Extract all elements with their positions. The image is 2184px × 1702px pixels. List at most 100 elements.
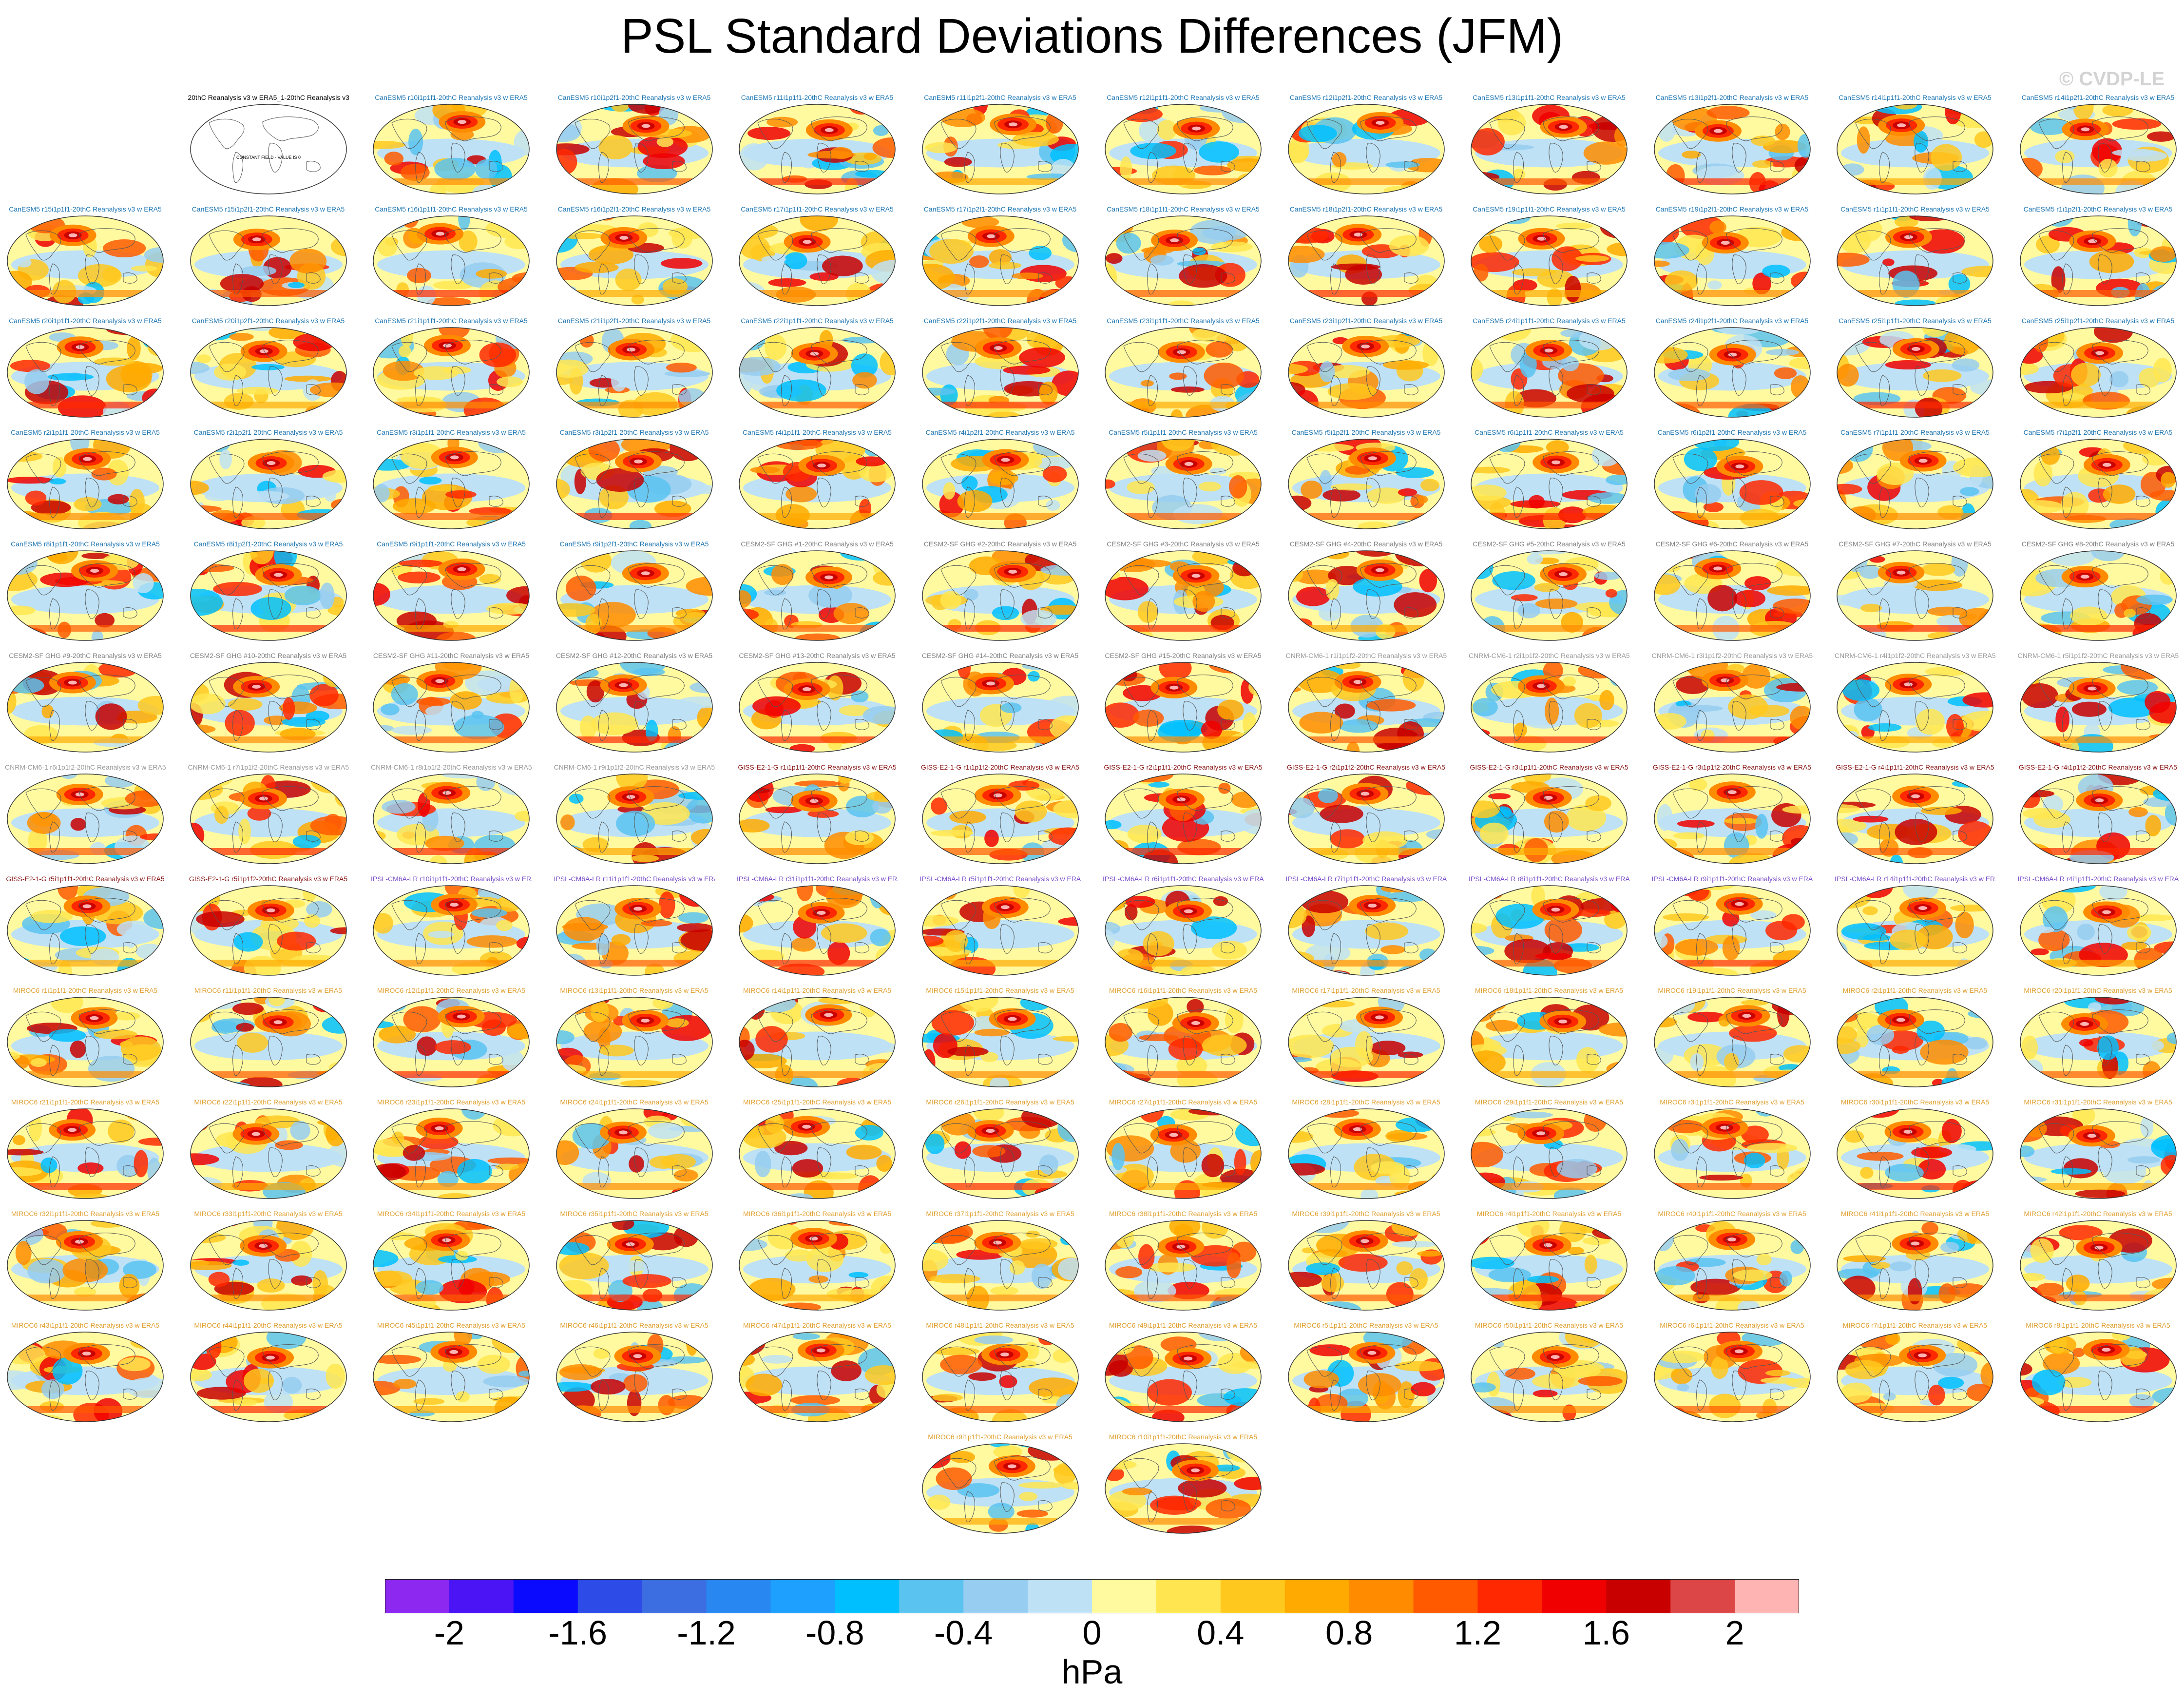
map-panel: MIROC6 r29i1p1f1-20thC Reanalysis v3 w E… xyxy=(1469,1097,1629,1199)
coastline xyxy=(79,786,135,811)
map-plot xyxy=(556,215,713,306)
map-blob xyxy=(922,1295,1078,1301)
map-blob xyxy=(1288,216,1311,222)
map-border xyxy=(1287,327,1445,418)
map-blob xyxy=(660,258,702,269)
panel-label: CanESM5 r9i1p1f1-20thC Reanalysis v3 w E… xyxy=(377,540,526,548)
map-blob xyxy=(1853,815,1889,823)
map-panel: CanESM5 r13i1p1f1-20thC Reanalysis v3 w … xyxy=(1469,93,1629,195)
coastline xyxy=(628,451,685,476)
map-blob xyxy=(1707,280,1722,290)
map-hotspot xyxy=(457,567,466,571)
coastline xyxy=(781,821,792,853)
map-blob xyxy=(794,780,841,787)
map-hotspot xyxy=(1184,462,1193,466)
coastline xyxy=(855,831,869,842)
map-plot xyxy=(2019,215,2177,306)
map-blob xyxy=(2020,1071,2176,1078)
coastline xyxy=(628,675,685,699)
map-blob xyxy=(417,1036,437,1056)
coastline xyxy=(1725,228,1782,253)
panel-label: CNRM-CM6-1 r7i1p1f2-20thC Reanalysis v3 … xyxy=(188,763,349,771)
map-blob xyxy=(1654,216,1684,224)
map-blob xyxy=(2020,328,2045,344)
map-blob xyxy=(1202,1034,1247,1057)
map-blob xyxy=(590,1000,609,1023)
map-blob xyxy=(1889,854,1903,864)
coastline xyxy=(415,263,426,295)
coastline xyxy=(1123,453,1159,484)
map-blob xyxy=(2157,187,2176,194)
coastline xyxy=(628,228,685,253)
coastline xyxy=(628,340,685,365)
panel-label: CESM2-SF GHG #5-20thC Reanalysis v3 w ER… xyxy=(1473,540,1626,548)
map-plot xyxy=(921,1220,1079,1311)
map-border xyxy=(1653,662,1811,753)
coastline xyxy=(811,340,867,365)
map-blob xyxy=(1105,1295,1261,1301)
map-blob xyxy=(1574,703,1602,728)
map-border xyxy=(739,439,896,529)
coastline xyxy=(1725,898,1782,923)
map-blob xyxy=(1168,1038,1203,1061)
coastline xyxy=(811,451,867,476)
map-blob xyxy=(1052,968,1078,975)
map-blob xyxy=(244,328,280,331)
coastline xyxy=(232,821,243,853)
map-blob xyxy=(1747,704,1789,717)
map-border xyxy=(7,662,164,753)
map-blob xyxy=(574,262,619,273)
map-blob xyxy=(1434,104,1444,110)
map-blob xyxy=(443,366,471,374)
map-panel: CNRM-CM6-1 r8i1p1f2-20thC Reanalysis v3 … xyxy=(371,762,532,865)
map-plot xyxy=(1653,997,1811,1087)
panel-label: CNRM-CM6-1 r2i1p1f2-20thC Reanalysis v3 … xyxy=(1469,652,1629,659)
map-blob xyxy=(94,1029,137,1040)
map-border xyxy=(739,1108,896,1199)
map-panel: CanESM5 r20i1p2f1-20thC Reanalysis v3 w … xyxy=(188,316,349,418)
map-hotspot xyxy=(1169,685,1179,690)
map-blob xyxy=(1396,1261,1413,1276)
coastline xyxy=(1306,1011,1342,1042)
map-panel: GISS-E2-1-G r4i1p1f2-20thC Reanalysis v3… xyxy=(2018,762,2179,865)
map-hotspot xyxy=(273,573,283,577)
coastline xyxy=(1549,589,1563,619)
coastline xyxy=(1915,924,1929,954)
coastline xyxy=(415,710,426,741)
map-border xyxy=(1105,997,1262,1087)
map-blob xyxy=(636,164,677,182)
map-hotspot xyxy=(457,1014,466,1019)
map-border xyxy=(739,104,896,194)
map-blob xyxy=(1837,402,1993,408)
map-blob xyxy=(1120,156,1132,181)
map-blob xyxy=(845,830,874,846)
map-panel: CanESM5 r15i1p2f1-20thC Reanalysis v3 w … xyxy=(188,204,349,307)
map-blob xyxy=(1330,829,1365,849)
coastline xyxy=(1404,719,1418,730)
map-blob xyxy=(1793,966,1810,975)
map-blob xyxy=(250,597,291,620)
map-plot xyxy=(1105,885,1262,976)
map-blob xyxy=(1488,793,1511,799)
panel-label: CanESM5 r11i1p2f1-20thC Reanalysis v3 w … xyxy=(924,94,1076,101)
panel-label: MIROC6 r25i1p1f1-20thC Reanalysis v3 w E… xyxy=(743,1098,892,1106)
coastline xyxy=(598,821,609,853)
map-plot xyxy=(1471,327,1628,418)
map-panel: CESM2-SF GHG #15-20thC Reanalysis v3 w E… xyxy=(1103,651,1264,753)
map-blob xyxy=(1972,774,1993,789)
map-panel: CanESM5 r3i1p2f1-20thC Reanalysis v3 w E… xyxy=(554,427,715,530)
map-blob xyxy=(49,478,66,484)
map-blob xyxy=(1317,1001,1355,1008)
coastline xyxy=(232,1156,243,1188)
map-border xyxy=(7,327,164,418)
map-blob xyxy=(195,911,245,928)
map-blob xyxy=(1857,1151,1904,1161)
map-border xyxy=(1837,104,1993,194)
map-blob xyxy=(1920,1040,1969,1065)
map-panel: MIROC6 r15i1p1f1-20thC Reanalysis v3 w E… xyxy=(920,986,1081,1088)
map-blob xyxy=(876,509,888,519)
map-blob xyxy=(761,255,786,263)
map-blob xyxy=(1419,216,1435,231)
map-blob xyxy=(556,625,712,632)
map-border xyxy=(1837,327,1993,418)
